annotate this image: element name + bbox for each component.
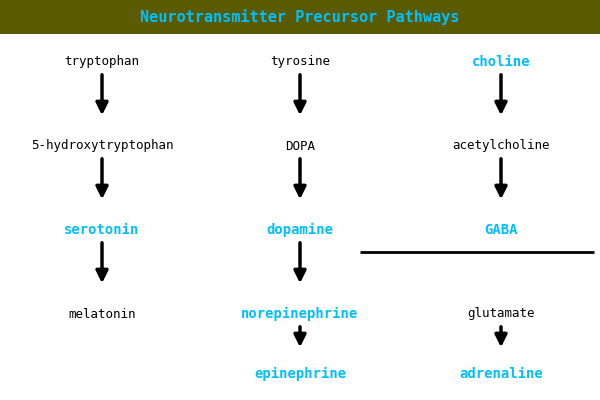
Text: 5-hydroxytryptophan: 5-hydroxytryptophan — [31, 140, 173, 152]
Text: serotonin: serotonin — [64, 223, 140, 237]
Text: tryptophan: tryptophan — [65, 56, 139, 68]
Text: acetylcholine: acetylcholine — [452, 140, 550, 152]
Text: DOPA: DOPA — [285, 140, 315, 152]
Text: glutamate: glutamate — [467, 308, 535, 320]
Text: choline: choline — [472, 55, 530, 69]
Text: dopamine: dopamine — [266, 223, 334, 237]
Text: melatonin: melatonin — [68, 308, 136, 320]
Text: adrenaline: adrenaline — [459, 367, 543, 381]
Text: GABA: GABA — [484, 223, 518, 237]
Text: norepinephrine: norepinephrine — [241, 307, 359, 321]
Text: Neurotransmitter Precursor Pathways: Neurotransmitter Precursor Pathways — [140, 9, 460, 25]
FancyBboxPatch shape — [0, 0, 600, 34]
Text: epinephrine: epinephrine — [254, 367, 346, 381]
Text: tyrosine: tyrosine — [270, 56, 330, 68]
